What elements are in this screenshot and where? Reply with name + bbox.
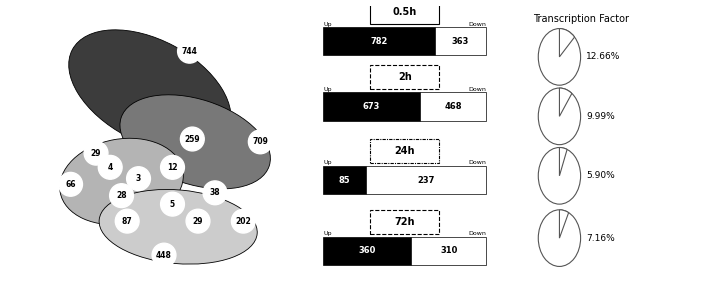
Circle shape [186,209,210,233]
Text: Up: Up [324,87,331,92]
Text: Down: Down [469,231,487,236]
Circle shape [160,155,184,179]
Text: 87: 87 [122,217,132,226]
Circle shape [178,39,201,63]
Text: 363: 363 [452,37,470,46]
Text: Down: Down [469,87,487,92]
Text: 29: 29 [91,149,101,158]
Circle shape [539,210,581,266]
Circle shape [180,127,204,151]
FancyBboxPatch shape [370,0,439,24]
Text: 673: 673 [362,102,380,111]
Circle shape [59,172,83,196]
Wedge shape [559,29,574,57]
Wedge shape [559,148,567,176]
Circle shape [203,181,227,205]
Text: 38: 38 [210,188,220,197]
Text: 4: 4 [108,163,113,172]
Bar [324,92,419,121]
Text: Up: Up [324,160,331,165]
Text: 782: 782 [370,37,388,46]
Circle shape [115,209,139,233]
Circle shape [539,148,581,204]
Text: Down: Down [469,22,487,27]
Text: Up: Up [324,231,331,236]
Text: 468: 468 [444,102,462,111]
Text: 259: 259 [185,135,200,143]
Text: Up: Up [324,22,331,27]
Text: 202: 202 [235,217,251,226]
Text: 12.66%: 12.66% [586,53,620,61]
Ellipse shape [120,95,270,189]
Text: 24h: 24h [395,146,415,156]
Bar [366,166,487,194]
Text: Transcription Factor: Transcription Factor [533,14,628,24]
Text: 7.16%: 7.16% [586,234,615,242]
Text: Down: Down [469,160,487,165]
Text: 237: 237 [418,176,435,185]
Wedge shape [559,88,572,116]
Text: 744: 744 [182,47,198,56]
FancyBboxPatch shape [370,210,439,234]
Text: 3: 3 [136,174,141,183]
Bar [419,92,487,121]
FancyBboxPatch shape [370,65,439,89]
Text: 72h: 72h [395,217,415,227]
Text: 0.5h: 0.5h [393,7,417,17]
Text: 12: 12 [168,163,178,172]
Text: 709: 709 [252,137,268,146]
Text: 28: 28 [116,191,127,200]
Circle shape [127,167,150,191]
Bar [324,166,366,194]
Bar [324,237,411,265]
Text: 9.99%: 9.99% [586,112,615,121]
Wedge shape [559,210,569,238]
Text: 29: 29 [193,217,203,226]
Circle shape [84,141,108,165]
Ellipse shape [69,30,231,152]
Circle shape [539,88,581,145]
Text: 360: 360 [358,246,376,255]
Text: 2h: 2h [398,72,412,82]
Circle shape [109,184,134,208]
Ellipse shape [99,189,257,264]
Bar [411,237,487,265]
Ellipse shape [60,138,183,225]
Circle shape [99,155,122,179]
Text: 448: 448 [156,251,172,260]
Text: 66: 66 [65,180,75,189]
Text: 85: 85 [339,176,351,185]
FancyBboxPatch shape [370,139,439,163]
Text: 5: 5 [170,200,175,209]
Circle shape [160,192,184,216]
Text: 5.90%: 5.90% [586,171,615,180]
Circle shape [232,209,255,233]
Circle shape [248,130,273,154]
Circle shape [539,29,581,85]
Text: 310: 310 [440,246,457,255]
Bar [435,27,487,55]
Bar [324,27,435,55]
Circle shape [152,243,176,267]
